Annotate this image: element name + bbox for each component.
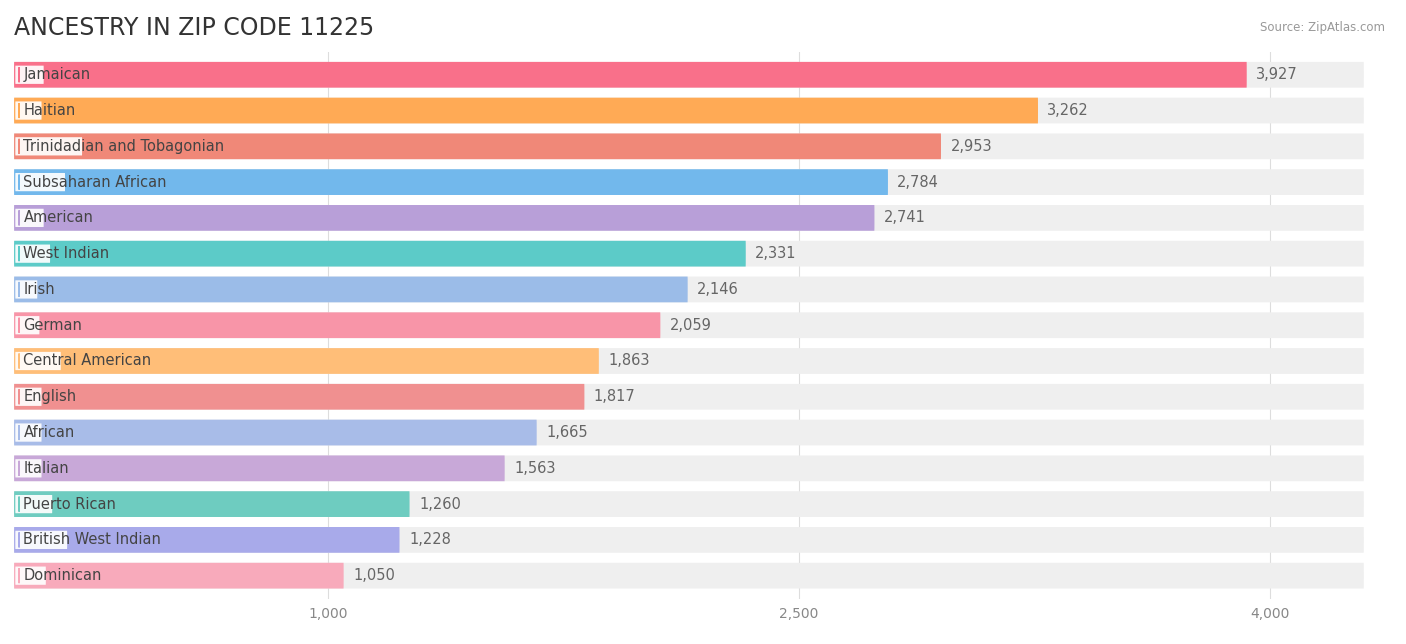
FancyBboxPatch shape — [15, 101, 42, 120]
Text: 1,563: 1,563 — [515, 461, 555, 476]
Text: 1,260: 1,260 — [419, 497, 461, 511]
FancyBboxPatch shape — [14, 62, 1364, 88]
Text: 3,927: 3,927 — [1256, 67, 1298, 82]
FancyBboxPatch shape — [15, 531, 67, 549]
Text: German: German — [24, 317, 83, 333]
FancyBboxPatch shape — [14, 491, 409, 517]
Text: 2,331: 2,331 — [755, 246, 797, 261]
Text: Puerto Rican: Puerto Rican — [24, 497, 117, 511]
FancyBboxPatch shape — [14, 98, 1364, 124]
Text: Jamaican: Jamaican — [24, 67, 90, 82]
FancyBboxPatch shape — [15, 495, 52, 513]
Text: British West Indian: British West Indian — [24, 533, 162, 547]
Text: Central American: Central American — [24, 354, 152, 368]
FancyBboxPatch shape — [14, 348, 1364, 374]
Text: 3,262: 3,262 — [1047, 103, 1090, 118]
FancyBboxPatch shape — [14, 455, 1364, 481]
FancyBboxPatch shape — [14, 420, 537, 446]
FancyBboxPatch shape — [14, 169, 889, 195]
FancyBboxPatch shape — [14, 527, 1364, 553]
FancyBboxPatch shape — [14, 276, 1364, 302]
Text: 2,784: 2,784 — [897, 175, 939, 189]
Text: Italian: Italian — [24, 461, 69, 476]
Text: 1,665: 1,665 — [546, 425, 588, 440]
FancyBboxPatch shape — [15, 567, 46, 585]
FancyBboxPatch shape — [14, 312, 661, 338]
Text: American: American — [24, 211, 93, 225]
FancyBboxPatch shape — [14, 563, 1364, 589]
Text: Trinidadian and Tobagonian: Trinidadian and Tobagonian — [24, 139, 225, 154]
Text: Source: ZipAtlas.com: Source: ZipAtlas.com — [1260, 21, 1385, 33]
FancyBboxPatch shape — [14, 241, 1364, 267]
FancyBboxPatch shape — [15, 137, 82, 155]
FancyBboxPatch shape — [15, 173, 65, 191]
FancyBboxPatch shape — [14, 276, 688, 302]
FancyBboxPatch shape — [15, 316, 39, 334]
Text: 2,953: 2,953 — [950, 139, 993, 154]
FancyBboxPatch shape — [14, 62, 1247, 88]
FancyBboxPatch shape — [14, 384, 585, 410]
Text: Haitian: Haitian — [24, 103, 76, 118]
FancyBboxPatch shape — [14, 420, 1364, 446]
Text: 1,863: 1,863 — [609, 354, 650, 368]
Text: 1,050: 1,050 — [353, 568, 395, 583]
FancyBboxPatch shape — [14, 348, 599, 374]
FancyBboxPatch shape — [14, 455, 505, 481]
Text: Subsaharan African: Subsaharan African — [24, 175, 167, 189]
Text: West Indian: West Indian — [24, 246, 110, 261]
FancyBboxPatch shape — [15, 245, 51, 263]
FancyBboxPatch shape — [15, 459, 42, 477]
Text: Irish: Irish — [24, 282, 55, 297]
Text: ANCESTRY IN ZIP CODE 11225: ANCESTRY IN ZIP CODE 11225 — [14, 16, 374, 40]
FancyBboxPatch shape — [14, 312, 1364, 338]
FancyBboxPatch shape — [14, 169, 1364, 195]
Text: 2,059: 2,059 — [669, 317, 711, 333]
FancyBboxPatch shape — [14, 133, 941, 159]
FancyBboxPatch shape — [14, 98, 1038, 124]
FancyBboxPatch shape — [14, 205, 875, 231]
FancyBboxPatch shape — [14, 384, 1364, 410]
FancyBboxPatch shape — [15, 66, 44, 84]
Text: African: African — [24, 425, 75, 440]
FancyBboxPatch shape — [14, 133, 1364, 159]
FancyBboxPatch shape — [15, 352, 60, 370]
FancyBboxPatch shape — [14, 563, 343, 589]
Text: 2,146: 2,146 — [697, 282, 738, 297]
FancyBboxPatch shape — [14, 241, 745, 267]
FancyBboxPatch shape — [15, 388, 42, 406]
FancyBboxPatch shape — [14, 205, 1364, 231]
Text: 2,741: 2,741 — [884, 211, 925, 225]
Text: 1,817: 1,817 — [593, 389, 636, 404]
FancyBboxPatch shape — [15, 280, 38, 299]
Text: 1,228: 1,228 — [409, 533, 451, 547]
Text: Dominican: Dominican — [24, 568, 101, 583]
FancyBboxPatch shape — [15, 424, 42, 442]
Text: English: English — [24, 389, 76, 404]
FancyBboxPatch shape — [14, 527, 399, 553]
FancyBboxPatch shape — [15, 209, 44, 227]
FancyBboxPatch shape — [14, 491, 1364, 517]
